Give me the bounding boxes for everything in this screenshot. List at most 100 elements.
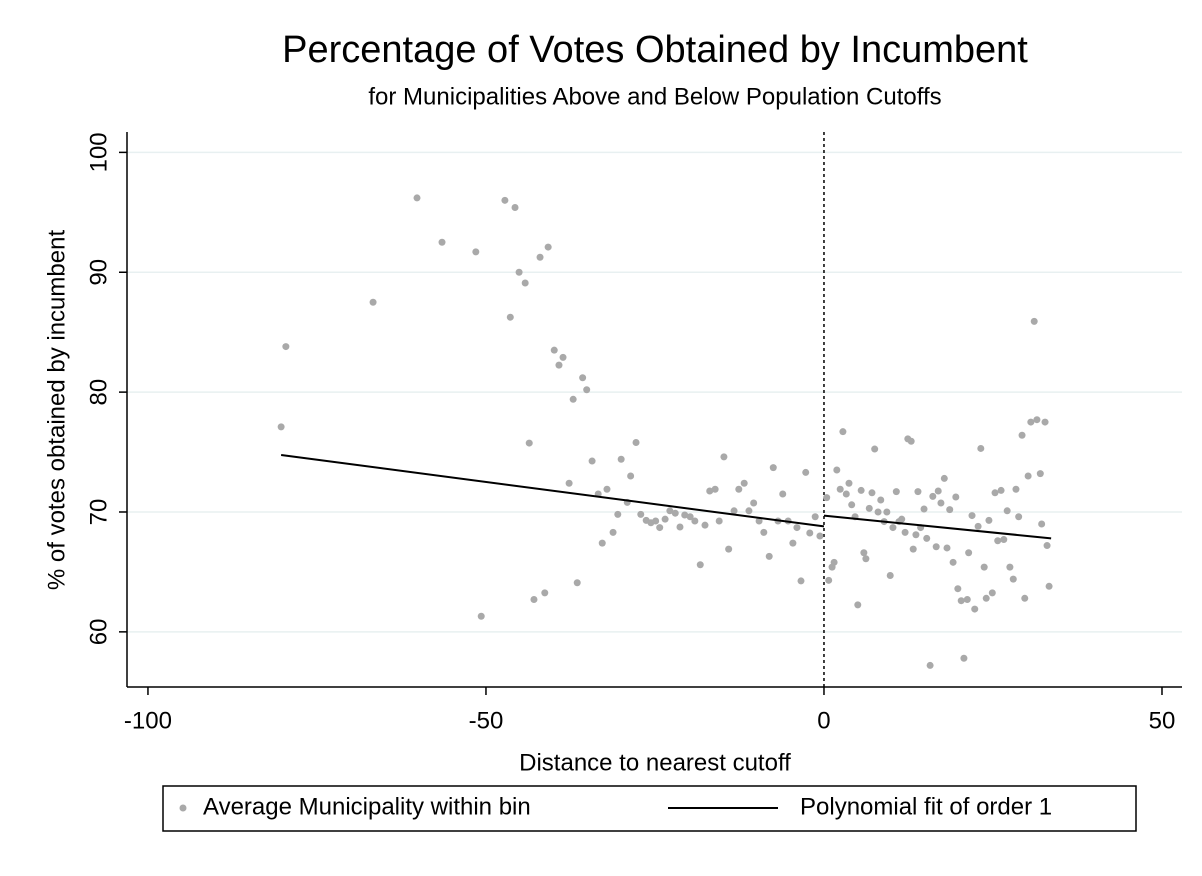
data-point xyxy=(1037,470,1044,477)
legend-marker xyxy=(180,805,187,812)
data-point xyxy=(866,505,873,512)
data-point xyxy=(941,475,948,482)
data-point xyxy=(750,499,757,506)
data-point xyxy=(697,561,704,568)
data-point xyxy=(965,549,972,556)
data-point xyxy=(971,606,978,613)
data-point xyxy=(889,524,896,531)
data-point xyxy=(725,546,732,553)
data-point xyxy=(858,487,865,494)
data-point xyxy=(912,531,919,538)
y-tick-label: 70 xyxy=(85,499,112,526)
y-tick-label: 60 xyxy=(85,619,112,646)
data-point xyxy=(662,516,669,523)
x-tick-label: -50 xyxy=(469,707,504,734)
data-point xyxy=(599,540,606,547)
data-point xyxy=(551,347,558,354)
data-point xyxy=(862,555,869,562)
data-point xyxy=(975,523,982,530)
data-point xyxy=(1010,576,1017,583)
data-point xyxy=(954,585,961,592)
data-point xyxy=(789,540,796,547)
data-point xyxy=(833,467,840,474)
data-point xyxy=(908,438,915,445)
data-point xyxy=(960,655,967,662)
data-point xyxy=(868,489,875,496)
data-point xyxy=(1021,595,1028,602)
data-point xyxy=(902,529,909,536)
data-point xyxy=(843,491,850,498)
data-point xyxy=(618,456,625,463)
data-point xyxy=(1006,564,1013,571)
x-axis-label: Distance to nearest cutoff xyxy=(519,749,791,776)
data-point xyxy=(845,480,852,487)
data-point xyxy=(610,529,617,536)
data-point xyxy=(633,439,640,446)
data-point xyxy=(512,204,519,211)
data-point xyxy=(603,486,610,493)
data-point xyxy=(370,299,377,306)
data-point xyxy=(985,517,992,524)
data-point xyxy=(893,488,900,495)
data-point xyxy=(770,464,777,471)
data-point xyxy=(994,537,1001,544)
data-point xyxy=(516,269,523,276)
data-point xyxy=(806,529,813,536)
data-point xyxy=(839,428,846,435)
data-point xyxy=(1042,419,1049,426)
data-point xyxy=(691,517,698,524)
data-point xyxy=(507,314,514,321)
data-point xyxy=(583,386,590,393)
data-point xyxy=(998,487,1005,494)
data-point xyxy=(797,577,804,584)
data-point xyxy=(627,473,634,480)
data-point xyxy=(914,488,921,495)
data-point xyxy=(927,662,934,669)
data-point xyxy=(1044,542,1051,549)
data-point xyxy=(950,559,957,566)
data-point xyxy=(946,506,953,513)
data-point xyxy=(910,546,917,553)
data-point xyxy=(1019,432,1026,439)
legend-label: Polynomial fit of order 1 xyxy=(800,793,1052,820)
data-point xyxy=(837,486,844,493)
data-point xyxy=(522,280,529,287)
data-point xyxy=(589,458,596,465)
data-point xyxy=(570,396,577,403)
data-point xyxy=(672,510,679,517)
data-point xyxy=(545,244,552,251)
data-point xyxy=(816,532,823,539)
data-point xyxy=(1038,520,1045,527)
data-point xyxy=(958,597,965,604)
data-point xyxy=(887,572,894,579)
data-point xyxy=(537,254,544,261)
data-point xyxy=(439,239,446,246)
data-point xyxy=(1027,419,1034,426)
data-point xyxy=(760,529,767,536)
y-axis-label: % of votes obtained by incumbent xyxy=(43,230,70,591)
data-point xyxy=(848,501,855,508)
data-point xyxy=(741,480,748,487)
data-point xyxy=(825,577,832,584)
data-point xyxy=(1025,473,1032,480)
data-point xyxy=(983,595,990,602)
data-point xyxy=(921,505,928,512)
data-point xyxy=(526,440,533,447)
data-point xyxy=(883,508,890,515)
data-point xyxy=(579,374,586,381)
data-point xyxy=(472,248,479,255)
data-point xyxy=(989,589,996,596)
data-point xyxy=(933,543,940,550)
data-point xyxy=(898,516,905,523)
data-point xyxy=(745,507,752,514)
data-point xyxy=(1004,507,1011,514)
data-point xyxy=(566,480,573,487)
y-tick-label: 90 xyxy=(85,259,112,286)
data-point xyxy=(992,489,999,496)
data-point xyxy=(969,512,976,519)
data-point xyxy=(823,494,830,501)
data-point xyxy=(560,354,567,361)
data-point xyxy=(637,511,644,518)
data-point xyxy=(530,596,537,603)
data-point xyxy=(652,517,659,524)
